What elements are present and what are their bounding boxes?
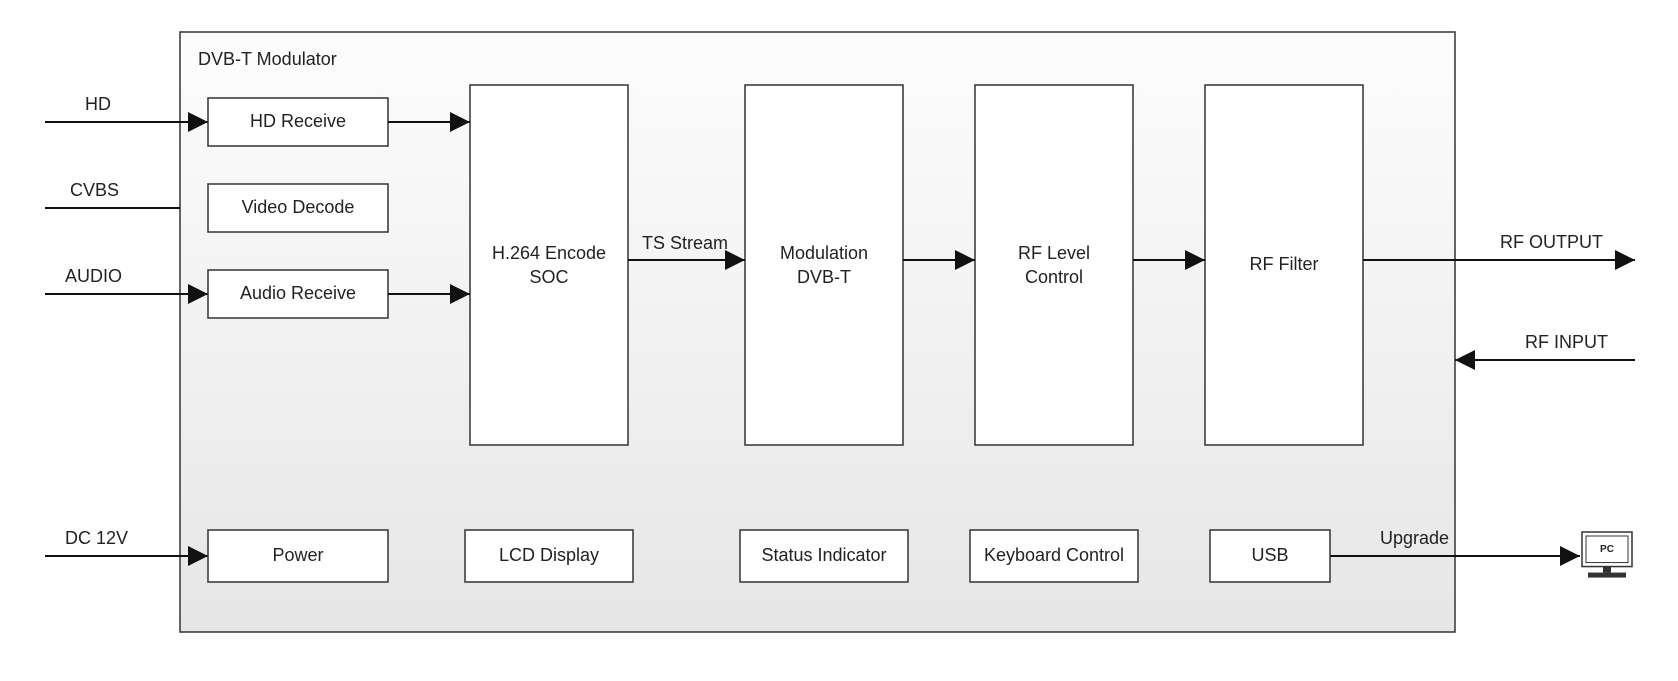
ext-dc12v-label: DC 12V [65, 528, 128, 548]
ext-audio-label: AUDIO [65, 266, 122, 286]
rf-filter-label1: RF Filter [1250, 254, 1319, 274]
container-title: DVB-T Modulator [198, 49, 337, 69]
audio-receive-label: Audio Receive [240, 283, 356, 303]
keyboard-label: Keyboard Control [984, 545, 1124, 565]
power-label: Power [272, 545, 323, 565]
h264-soc-label1: H.264 Encode [492, 243, 606, 263]
ext-hd-label: HD [85, 94, 111, 114]
rf-input-label: RF INPUT [1525, 332, 1608, 352]
pc-text: PC [1600, 544, 1614, 555]
diagram-root: DVB-T Modulator HD CVBS AUDIO DC 12V HD Recei… [0, 0, 1678, 681]
modulation [745, 85, 903, 445]
modulation-label1: Modulation [780, 243, 868, 263]
arrow-label-h264-soc: TS Stream [642, 233, 728, 253]
h264-soc-label2: SOC [529, 267, 568, 287]
lcd-label: LCD Display [499, 545, 599, 565]
upgrade-label: Upgrade [1380, 528, 1449, 548]
h264-soc [470, 85, 628, 445]
ext-cvbs-label: CVBS [70, 180, 119, 200]
rf-level [975, 85, 1133, 445]
pc-base [1588, 573, 1626, 578]
status-label: Status Indicator [761, 545, 886, 565]
pc-stand [1603, 567, 1611, 573]
rf-level-label1: RF Level [1018, 243, 1090, 263]
video-decode-label: Video Decode [242, 197, 355, 217]
hd-receive-label: HD Receive [250, 111, 346, 131]
rf-output-label: RF OUTPUT [1500, 232, 1603, 252]
rf-level-label2: Control [1025, 267, 1083, 287]
usb-label: USB [1251, 545, 1288, 565]
modulation-label2: DVB-T [797, 267, 851, 287]
